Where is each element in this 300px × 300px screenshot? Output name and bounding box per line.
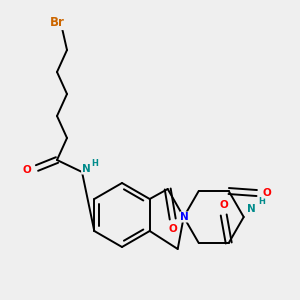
Text: O: O [22,165,32,175]
Text: N: N [82,164,90,174]
Text: N: N [247,204,256,214]
Text: Br: Br [50,16,64,29]
Text: O: O [219,200,228,210]
Text: N: N [180,212,189,222]
Text: H: H [92,160,98,169]
Text: H: H [258,197,265,206]
Text: O: O [262,188,271,198]
Text: O: O [168,224,177,234]
